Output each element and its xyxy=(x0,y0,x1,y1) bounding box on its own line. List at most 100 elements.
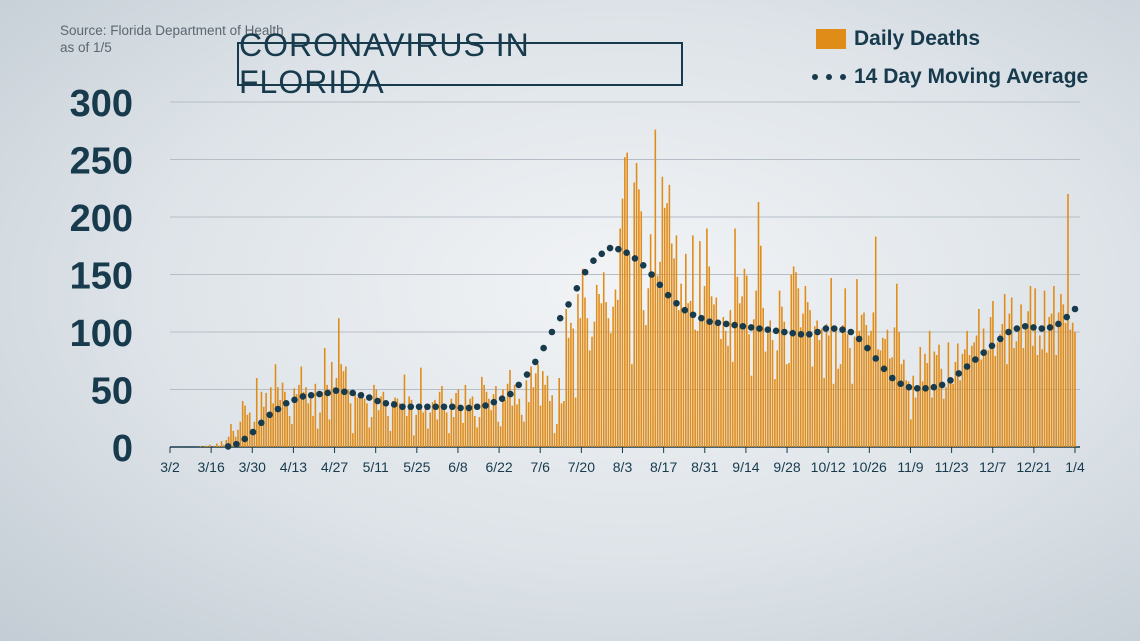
bar xyxy=(359,392,361,447)
bar xyxy=(502,389,504,447)
avg-point xyxy=(490,398,498,406)
bar xyxy=(441,386,443,447)
bar xyxy=(790,274,793,447)
legend-item-moving-average: 14 Day Moving Average xyxy=(812,64,1088,90)
x-tick-label: 12/21 xyxy=(1016,459,1051,475)
avg-point xyxy=(756,325,763,332)
bar xyxy=(516,404,518,447)
bar xyxy=(525,380,528,447)
avg-point xyxy=(590,257,597,265)
bar xyxy=(340,364,342,447)
bar xyxy=(330,361,333,447)
avg-point xyxy=(872,355,880,362)
bar xyxy=(277,387,279,447)
x-tick-label: 3/2 xyxy=(160,459,180,475)
bar xyxy=(874,236,877,447)
bar xyxy=(356,397,359,447)
bar xyxy=(286,406,289,447)
bar xyxy=(530,366,532,447)
legend-label-daily-deaths: Daily Deaths xyxy=(854,27,981,50)
bar xyxy=(511,405,514,447)
x-axis-ticks: 3/2 3/16 3/30 4/13 4/27 5/11 5/25 6/8 6/22 7/6 7/2… xyxy=(160,447,1085,475)
avg-point xyxy=(349,389,356,397)
avg-point xyxy=(772,327,780,335)
bar-swatch-icon xyxy=(816,29,846,49)
bar xyxy=(471,396,474,447)
bar xyxy=(534,373,537,447)
bar xyxy=(251,430,253,447)
avg-point xyxy=(274,405,282,413)
bar xyxy=(865,325,868,447)
bar xyxy=(797,288,800,447)
bar xyxy=(952,383,954,447)
bar xyxy=(595,284,598,447)
bar xyxy=(900,364,903,447)
bar xyxy=(1048,317,1050,447)
bar xyxy=(912,375,915,447)
bar xyxy=(349,403,352,447)
bar xyxy=(820,328,823,447)
bar xyxy=(649,234,652,447)
y-tick-label: 200 xyxy=(70,198,133,240)
x-tick-label: 5/11 xyxy=(363,459,389,475)
avg-point xyxy=(722,320,730,328)
x-tick-label: 11/23 xyxy=(935,459,969,475)
bar xyxy=(298,384,300,447)
bar xyxy=(966,330,968,447)
bar xyxy=(849,348,851,447)
bar xyxy=(204,445,206,447)
avg-point xyxy=(540,344,547,352)
y-axis-ticks: 0 50 100 150 200 250 300 xyxy=(70,83,133,470)
bar xyxy=(910,419,912,447)
bar xyxy=(959,380,961,447)
bar xyxy=(328,419,331,447)
bar xyxy=(896,283,898,447)
avg-point xyxy=(440,403,448,411)
bar xyxy=(380,396,382,447)
bar xyxy=(438,391,441,447)
bar xyxy=(361,391,364,447)
bar xyxy=(1013,348,1015,447)
avg-point xyxy=(656,281,664,289)
bar xyxy=(246,414,249,447)
avg-point xyxy=(357,391,365,399)
avg-point xyxy=(432,403,439,411)
bar xyxy=(396,398,399,447)
avg-point xyxy=(457,404,464,412)
bar xyxy=(877,349,879,447)
avg-point xyxy=(963,363,971,370)
bar xyxy=(982,328,985,447)
bar xyxy=(518,398,521,447)
bar xyxy=(316,428,319,447)
x-tick-label: 8/17 xyxy=(650,459,677,475)
bar xyxy=(975,335,978,447)
bar xyxy=(996,342,999,447)
bar xyxy=(591,336,593,447)
y-tick-label: 50 xyxy=(91,371,133,413)
bar xyxy=(825,323,828,447)
x-tick-label: 3/16 xyxy=(198,459,225,475)
bar xyxy=(1022,348,1025,447)
daily-deaths-bars xyxy=(199,129,1076,448)
avg-point xyxy=(648,271,655,278)
avg-point xyxy=(1013,325,1021,332)
avg-point xyxy=(822,325,830,332)
bar xyxy=(949,378,952,447)
bar xyxy=(352,433,354,447)
avg-point xyxy=(424,403,431,411)
bar xyxy=(685,253,687,447)
avg-point xyxy=(473,403,481,411)
bar xyxy=(828,335,830,447)
x-tick-label: 6/8 xyxy=(448,459,468,475)
bar xyxy=(466,405,469,447)
bar xyxy=(1057,312,1060,447)
bar xyxy=(272,403,274,447)
bar xyxy=(375,389,378,447)
bar xyxy=(413,435,415,447)
bar xyxy=(326,384,328,447)
bar xyxy=(727,345,729,447)
bar xyxy=(609,333,612,447)
bar xyxy=(830,277,832,447)
bar xyxy=(703,286,706,447)
